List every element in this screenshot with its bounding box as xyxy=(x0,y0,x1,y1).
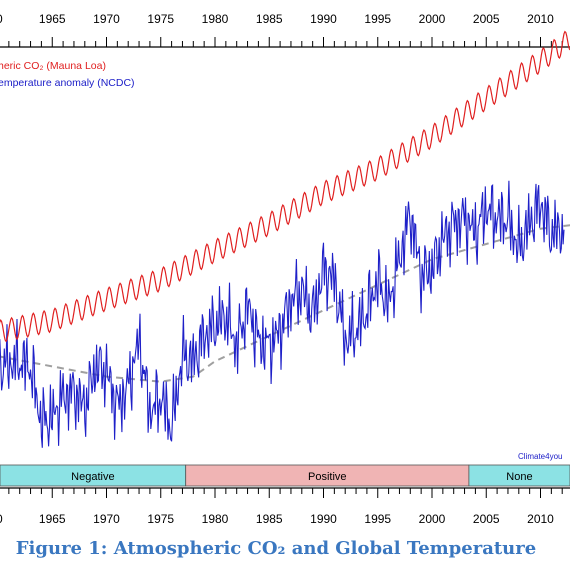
plot-area xyxy=(0,30,570,448)
legend-temperature: emperature anomaly (NCDC) xyxy=(0,77,135,89)
phase-label: Positive xyxy=(308,471,347,483)
bottom-tick-label: 1990 xyxy=(310,512,337,526)
chart-background xyxy=(0,0,570,535)
top-axis: 1965 1970 1975 1980 1985 1990 1995 2000 2005 2010… xyxy=(0,12,563,47)
bottom-tick-label: 2000 xyxy=(419,512,446,526)
bottom-tick-label: 1965 xyxy=(39,512,66,526)
bottom-tick-label: 1980 xyxy=(202,512,229,526)
legend-co2: heric CO₂ (Mauna Loa) xyxy=(0,60,106,72)
top-tick-label: 1965 xyxy=(39,12,66,26)
co2-temperature-chart: 1965 1970 1975 1980 1985 1990 1995 2000 2005 2010… xyxy=(0,0,570,535)
co2-line xyxy=(0,30,570,343)
figure-caption: Figure 1: Atmospheric CO₂ and Global Tem… xyxy=(15,538,537,559)
phase-label: None xyxy=(506,471,532,483)
bottom-tick-label: 1970 xyxy=(93,512,120,526)
trend-line xyxy=(0,224,570,383)
top-tick-label-partial: 0 xyxy=(0,12,3,26)
top-tick-label: 2005 xyxy=(473,12,500,26)
temperature-line xyxy=(0,180,565,448)
top-tick-label: 1985 xyxy=(256,12,283,26)
bottom-tick-label: 2010 xyxy=(527,512,554,526)
bottom-tick-label: 2005 xyxy=(473,512,500,526)
bottom-tick-label: 1995 xyxy=(364,512,391,526)
phase-bar: Negative Positive None xyxy=(0,464,570,487)
top-tick-label: 2010 xyxy=(527,12,554,26)
top-tick-label: 1970 xyxy=(93,12,120,26)
top-tick-label: 1975 xyxy=(147,12,174,26)
top-tick-label: 1995 xyxy=(364,12,391,26)
top-tick-label: 1980 xyxy=(202,12,229,26)
watermark: Climate4you xyxy=(518,452,562,461)
top-tick-label: 1990 xyxy=(310,12,337,26)
phase-label: Negative xyxy=(71,471,114,483)
bottom-tick-label-partial: 0 xyxy=(0,512,3,526)
top-tick-label: 2000 xyxy=(419,12,446,26)
bottom-axis: 1965 1970 1975 1980 1985 1990 1995 2000 2005 2010… xyxy=(0,488,563,526)
bottom-tick-label: 1985 xyxy=(256,512,283,526)
bottom-tick-label: 1975 xyxy=(147,512,174,526)
phase-segment xyxy=(468,464,570,487)
